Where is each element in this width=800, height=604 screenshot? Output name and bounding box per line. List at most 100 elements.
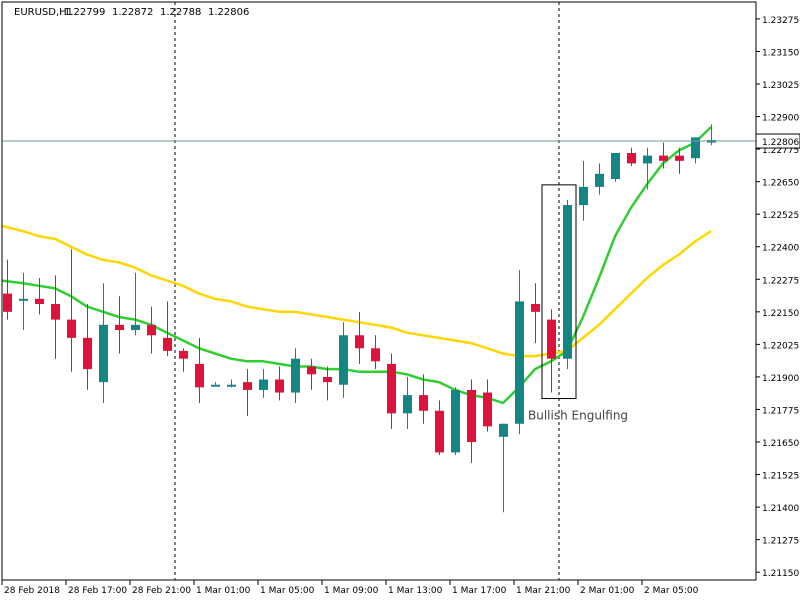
candle-body[interactable] (387, 363, 396, 414)
candle[interactable] (595, 163, 604, 195)
candle[interactable] (35, 277, 44, 315)
candle-body[interactable] (659, 155, 668, 161)
candle[interactable] (243, 369, 252, 416)
candle-body[interactable] (675, 155, 684, 161)
chart-frame (1, 1, 757, 581)
candle[interactable] (531, 283, 540, 344)
candle[interactable] (435, 400, 444, 456)
candle[interactable] (179, 348, 188, 372)
candle-body[interactable] (163, 337, 172, 351)
candle-body[interactable] (147, 324, 156, 336)
candle-body[interactable] (579, 186, 588, 206)
candle[interactable] (659, 142, 668, 169)
candle-body[interactable] (403, 395, 412, 414)
time-tick-label: 1 Mar 13:00 (388, 586, 443, 596)
candle-body[interactable] (451, 389, 460, 453)
candle-body[interactable] (35, 298, 44, 305)
candle[interactable] (419, 374, 428, 424)
candle-body[interactable] (515, 301, 524, 424)
candle-body[interactable] (611, 153, 620, 180)
candle[interactable] (563, 199, 572, 370)
candle-body[interactable] (51, 304, 60, 320)
candle-body[interactable] (547, 319, 556, 359)
candle-body[interactable] (83, 337, 92, 370)
candle-body[interactable] (115, 324, 124, 331)
candle[interactable] (627, 147, 636, 167)
candle[interactable] (371, 335, 380, 370)
candle[interactable] (307, 358, 316, 390)
candle[interactable] (259, 369, 268, 398)
candle-body[interactable] (483, 392, 492, 427)
high-value: 1.22872 (112, 7, 153, 18)
candle[interactable] (579, 160, 588, 221)
candle[interactable] (323, 366, 332, 401)
candle[interactable] (547, 309, 556, 393)
time-axis[interactable]: 28 Feb 2018 28 Feb 17:00 28 Feb 21:00 1 Mar… (1, 580, 699, 596)
candle-body[interactable] (435, 410, 444, 453)
candle[interactable] (611, 153, 620, 182)
candle-body[interactable] (307, 366, 316, 375)
candle-body[interactable] (499, 423, 508, 437)
candle[interactable] (403, 376, 412, 429)
candle[interactable] (99, 283, 108, 403)
candle-body[interactable] (19, 298, 28, 301)
candle[interactable] (67, 249, 76, 372)
candle[interactable] (515, 270, 524, 435)
candle[interactable] (451, 387, 460, 456)
candle[interactable] (275, 366, 284, 401)
price-tick-label: 1.21150 (762, 569, 799, 579)
candle-body[interactable] (291, 358, 300, 393)
candle-body[interactable] (67, 319, 76, 338)
candle-body[interactable] (563, 205, 572, 359)
candle-body[interactable] (195, 363, 204, 388)
candle[interactable] (51, 275, 60, 359)
candle-body[interactable] (323, 376, 332, 383)
time-tick-label: 28 Feb 2018 (4, 586, 60, 596)
candle[interactable] (163, 301, 172, 357)
candle-body[interactable] (227, 384, 236, 387)
candle[interactable] (675, 147, 684, 174)
candle[interactable] (131, 272, 140, 336)
candle-body[interactable] (467, 389, 476, 443)
candle-body[interactable] (211, 384, 220, 387)
candle[interactable] (291, 348, 300, 403)
candle[interactable] (691, 137, 700, 164)
candle[interactable] (195, 337, 204, 403)
candle[interactable] (115, 296, 124, 354)
candle-body[interactable] (371, 348, 380, 362)
candle[interactable] (19, 272, 28, 331)
candle-body[interactable] (355, 335, 364, 349)
candle-body[interactable] (531, 304, 540, 312)
candle-body[interactable] (595, 173, 604, 187)
candle[interactable] (211, 382, 220, 387)
candle-body[interactable] (259, 379, 268, 390)
candle[interactable] (147, 306, 156, 354)
candle-body[interactable] (275, 379, 284, 393)
candle[interactable] (339, 322, 348, 398)
candle[interactable] (499, 423, 508, 513)
price-axis[interactable]: 1.23275 1.23150 1.23025 1.22900 1.22775 1.226… (755, 16, 800, 579)
price-tick-label: 1.22025 (762, 341, 799, 351)
candle[interactable] (227, 379, 236, 388)
candle[interactable] (387, 353, 396, 429)
candle[interactable] (83, 304, 92, 390)
candle[interactable] (355, 311, 364, 364)
candle[interactable] (3, 259, 12, 320)
candle-body[interactable] (131, 324, 140, 331)
price-tick-label: 1.22150 (762, 309, 799, 319)
candle-body[interactable] (3, 293, 12, 312)
candle-body[interactable] (339, 335, 348, 385)
candle-body[interactable] (627, 153, 636, 164)
candle-body[interactable] (99, 324, 108, 383)
candle-body[interactable] (419, 395, 428, 411)
candle-body[interactable] (243, 382, 252, 390)
candle[interactable] (483, 379, 492, 432)
candle-body[interactable] (643, 155, 652, 164)
candle-body[interactable] (691, 137, 700, 159)
candle[interactable] (643, 147, 652, 190)
candles[interactable] (3, 124, 716, 513)
candle[interactable] (467, 379, 476, 463)
candle-body[interactable] (179, 350, 188, 359)
